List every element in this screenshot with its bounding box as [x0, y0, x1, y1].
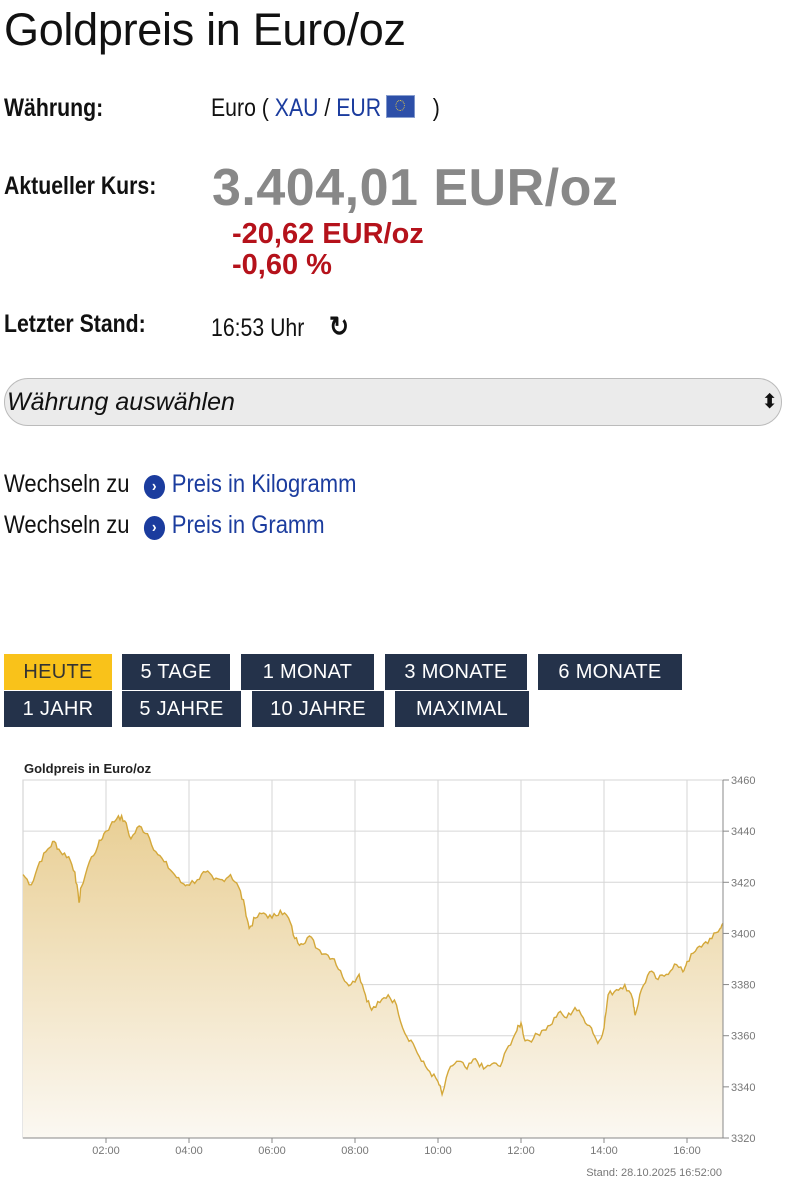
y-tick-label: 3380 [731, 980, 755, 992]
xau-link[interactable]: XAU [274, 94, 319, 122]
price-chart: Goldpreis in Euro/oz GOLDSEITEN.DE 33203… [22, 761, 755, 1179]
last-update-time: 16:53 Uhr [211, 314, 305, 342]
rate-label: Aktueller Kurs: [4, 172, 157, 200]
range-3-monate[interactable]: 3 MONATE [385, 654, 527, 690]
price-area [23, 815, 724, 1138]
currency-suffix: ) [432, 94, 440, 122]
switch-prefix: Wechseln zu [4, 470, 130, 498]
chart-title: Goldpreis in Euro/oz [24, 761, 152, 776]
currency-select-value: Währung auswählen [7, 388, 235, 416]
price-line [22, 813, 724, 1098]
x-tick-label: 08:00 [341, 1145, 369, 1157]
link-kilogram[interactable]: Preis in Kilogramm [171, 470, 357, 498]
range-1-monat[interactable]: 1 MONAT [241, 654, 374, 690]
switch-kilogram: Wechseln zu › Preis in Kilogramm [4, 470, 356, 499]
range-10-jahre[interactable]: 10 JAHRE [252, 691, 384, 727]
switch-gram: Wechseln zu › Preis in Gramm [4, 511, 325, 540]
x-tick-label: 12:00 [507, 1145, 535, 1157]
y-tick-label: 3360 [731, 1031, 755, 1043]
change-absolute: -20,62 EUR/oz [232, 218, 424, 250]
range-5-tage[interactable]: 5 TAGE [122, 654, 230, 690]
y-tick-label: 3440 [731, 826, 755, 838]
x-tick-label: 06:00 [258, 1145, 286, 1157]
x-tick-label: 02:00 [92, 1145, 120, 1157]
range-maximal[interactable]: MAXIMAL [395, 691, 529, 727]
y-tick-label: 3420 [731, 877, 755, 889]
last-update-label: Letzter Stand: [4, 310, 146, 338]
range-6-monate[interactable]: 6 MONATE [538, 654, 682, 690]
range-5-jahre[interactable]: 5 JAHRE [122, 691, 241, 727]
range-1-jahr[interactable]: 1 JAHR [4, 691, 112, 727]
y-tick-label: 3400 [731, 928, 755, 940]
range-heute[interactable]: HEUTE [4, 654, 112, 690]
y-tick-label: 3340 [731, 1082, 755, 1094]
refresh-icon[interactable]: ↻ [328, 311, 349, 342]
y-tick-label: 3320 [731, 1133, 755, 1145]
currency-label: Währung: [4, 94, 104, 122]
page-title: Goldpreis in Euro/oz [4, 4, 406, 55]
switch-prefix: Wechseln zu [4, 511, 130, 539]
link-gram[interactable]: Preis in Gramm [171, 511, 325, 539]
eur-link[interactable]: EUR [336, 94, 382, 122]
eu-flag-icon [386, 95, 416, 118]
chevron-right-icon: › [143, 516, 165, 540]
chevron-updown-icon: ⬍ [761, 391, 778, 413]
x-tick-label: 14:00 [590, 1145, 618, 1157]
x-tick-label: 04:00 [175, 1145, 203, 1157]
change-percent: -0,60 % [232, 249, 332, 281]
last-update-value: 16:53 Uhr ↻ [211, 310, 349, 343]
currency-select[interactable]: Währung auswählen ⬍ [4, 378, 782, 426]
current-price: 3.404,01 EUR/oz [212, 159, 619, 217]
chart-footer: Stand: 28.10.2025 16:52:00 [586, 1167, 722, 1179]
chevron-right-icon: › [143, 475, 165, 499]
currency-value: Euro ( XAU / EUR ) [211, 94, 440, 123]
currency-prefix: Euro ( [211, 94, 269, 122]
x-tick-label: 10:00 [424, 1145, 452, 1157]
x-tick-label: 16:00 [673, 1145, 701, 1157]
y-tick-label: 3460 [731, 775, 755, 787]
currency-sep: / [324, 94, 331, 122]
